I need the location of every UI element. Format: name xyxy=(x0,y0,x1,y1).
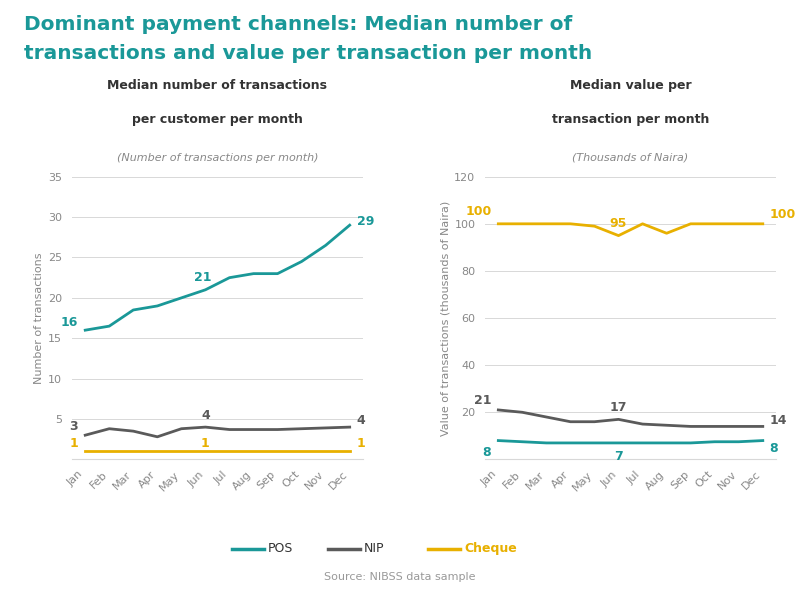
Text: 29: 29 xyxy=(357,215,374,228)
Text: 7: 7 xyxy=(614,449,623,462)
Text: per customer per month: per customer per month xyxy=(132,113,303,126)
Text: 3: 3 xyxy=(70,419,78,433)
Text: Median number of transactions: Median number of transactions xyxy=(107,79,327,92)
Y-axis label: Number of transactions: Number of transactions xyxy=(34,252,44,384)
Text: 8: 8 xyxy=(770,442,778,455)
Text: 1: 1 xyxy=(70,437,78,450)
Text: 8: 8 xyxy=(482,446,491,459)
Text: 95: 95 xyxy=(610,217,627,230)
Text: POS: POS xyxy=(268,542,294,555)
Text: 16: 16 xyxy=(61,316,78,329)
Text: transactions and value per transaction per month: transactions and value per transaction p… xyxy=(24,44,592,63)
Text: 21: 21 xyxy=(194,272,211,284)
Text: 100: 100 xyxy=(770,209,796,221)
Text: 100: 100 xyxy=(465,206,491,219)
Text: (Number of transactions per month): (Number of transactions per month) xyxy=(117,153,318,163)
Text: NIP: NIP xyxy=(364,542,385,555)
Text: (Thousands of Naira): (Thousands of Naira) xyxy=(573,153,689,163)
Text: Dominant payment channels: Median number of: Dominant payment channels: Median number… xyxy=(24,15,572,34)
Text: 4: 4 xyxy=(201,409,210,422)
Text: 21: 21 xyxy=(474,395,491,408)
Text: Source: NIBSS data sample: Source: NIBSS data sample xyxy=(324,572,476,582)
Text: 1: 1 xyxy=(201,437,210,450)
Text: Cheque: Cheque xyxy=(464,542,517,555)
Text: 1: 1 xyxy=(357,437,366,450)
Text: transaction per month: transaction per month xyxy=(552,113,710,126)
Text: Median value per: Median value per xyxy=(570,79,691,92)
Y-axis label: Value of transactions (thousands of Naira): Value of transactions (thousands of Nair… xyxy=(440,200,450,436)
Text: 4: 4 xyxy=(357,414,366,428)
Text: 17: 17 xyxy=(610,401,627,414)
Text: 14: 14 xyxy=(770,413,787,426)
